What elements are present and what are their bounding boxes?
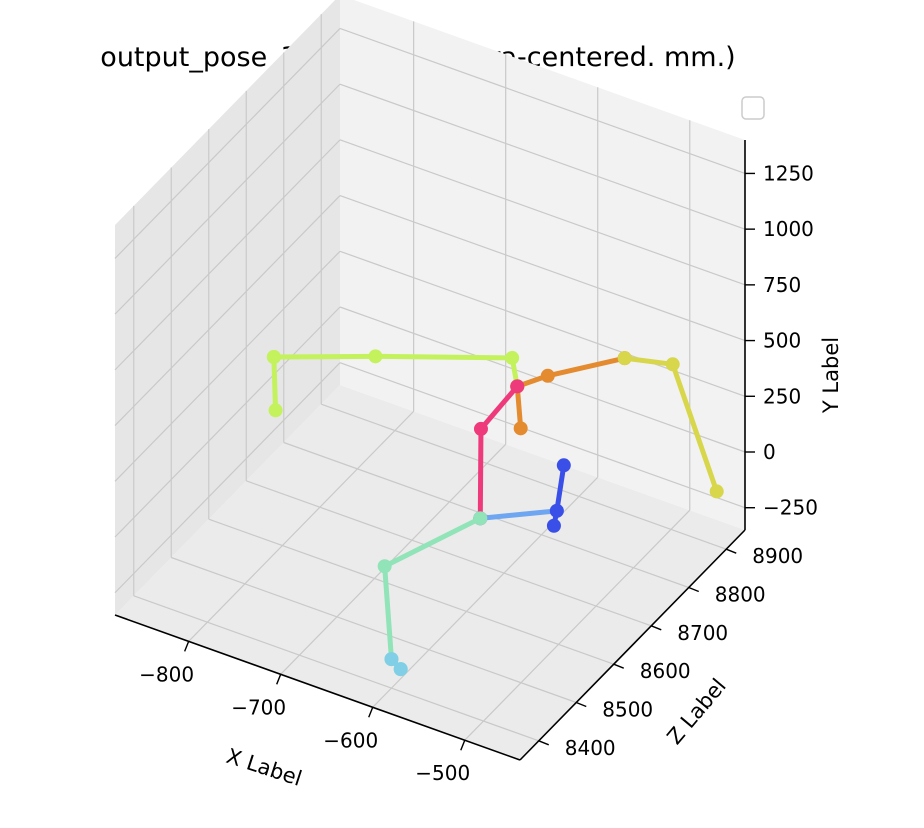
z-tick-label: 8500 — [602, 698, 653, 722]
grid-line-left-y — [114, 195, 341, 426]
grid-line-left-y — [114, 362, 341, 594]
y-tick-label: −250 — [763, 496, 818, 520]
series-4-point-1 — [665, 357, 680, 372]
z-axis-line — [519, 529, 746, 761]
grid-line-floor-z — [133, 595, 539, 742]
series-1-point-0 — [266, 350, 281, 365]
series-9-point-1 — [393, 662, 408, 677]
series-line-6 — [477, 508, 560, 521]
z-tick-mark — [575, 701, 587, 708]
grid-line-floor-z — [321, 403, 727, 550]
series-line-1 — [271, 354, 279, 413]
grid-line-floor-x — [464, 509, 691, 741]
grid-line-left-y — [114, 28, 341, 259]
z-tick-mark — [688, 586, 700, 593]
y-tick-label: 1250 — [763, 161, 814, 185]
x-tick-mark — [276, 674, 282, 685]
z-tick-label: 8800 — [715, 583, 766, 607]
grid-line-floor-z — [171, 556, 577, 704]
z-tick-mark — [538, 740, 550, 746]
series-0-point-1 — [368, 349, 383, 364]
grid-line-floor-z — [246, 480, 652, 627]
series-8-point-0 — [473, 511, 488, 526]
y-tick-label: 250 — [763, 384, 801, 408]
x-tick-mark — [368, 707, 374, 718]
grid-line-left-y — [114, 306, 341, 538]
y-tick-label: 500 — [763, 329, 801, 353]
series-7-point-2 — [546, 518, 561, 533]
x-axis-line — [114, 614, 521, 761]
x-tick-label: −800 — [139, 662, 194, 686]
series-9-point-0 — [384, 652, 399, 667]
series-line-0 — [271, 353, 520, 389]
z-tick-label: 8400 — [565, 736, 616, 760]
z-tick-label: 8900 — [752, 544, 803, 568]
z-tick-mark — [725, 548, 737, 554]
series-5-point-0 — [510, 379, 525, 394]
pane-group — [115, 0, 745, 760]
grid-line-back-y — [339, 139, 746, 286]
legend-box — [741, 96, 765, 120]
series-group — [266, 349, 724, 677]
series-line-3 — [514, 383, 524, 431]
grid-group — [114, 14, 746, 742]
z-tick-mark — [613, 663, 625, 669]
x-tick-mark — [460, 739, 466, 751]
y-axis-label: Y Label — [819, 337, 843, 414]
grid-line-floor-x — [188, 410, 415, 642]
grid-line-left-y — [114, 139, 341, 371]
grid-line-left-y — [114, 250, 341, 482]
y-tick-label: 0 — [763, 440, 776, 464]
grid-line-left-y — [114, 83, 341, 315]
y-tick-label: 750 — [763, 273, 801, 297]
ticks-group: −800 −700 −600 −500 8400 8500 8600 8700 8800 8900… — [139, 161, 818, 785]
series-4-point-2 — [709, 484, 724, 499]
grid-line-back-y — [339, 362, 746, 509]
z-axis-label: Z Label — [662, 674, 730, 749]
grid-line-back-y — [339, 195, 746, 342]
x-tick-label: −500 — [415, 761, 470, 785]
z-tick-label: 8700 — [677, 621, 728, 645]
series-0-point-2 — [505, 350, 520, 365]
series-8-point-1 — [377, 559, 392, 574]
series-2-point-1 — [540, 368, 555, 383]
x-tick-label: −700 — [231, 695, 286, 719]
z-tick-label: 8600 — [640, 659, 691, 683]
grid-line-back-y — [339, 83, 746, 230]
grid-line-floor-z — [208, 518, 614, 665]
series-7-point-0 — [556, 458, 571, 473]
x-axis-label: X Label — [223, 744, 304, 791]
y-tick-label: 1000 — [763, 217, 814, 241]
x-tick-mark — [183, 641, 190, 652]
series-4-point-0 — [617, 351, 632, 366]
x-tick-label: −600 — [323, 728, 378, 752]
z-tick-mark — [650, 625, 662, 631]
series-5-point-1 — [473, 421, 488, 436]
floor-pane — [115, 385, 745, 760]
series-3-point-1 — [513, 421, 528, 436]
series-7-point-1 — [549, 503, 564, 518]
grid-line-back-y — [339, 27, 746, 174]
axes-group — [114, 140, 746, 761]
series-1-point-1 — [268, 403, 283, 418]
back-pane — [340, 0, 745, 530]
